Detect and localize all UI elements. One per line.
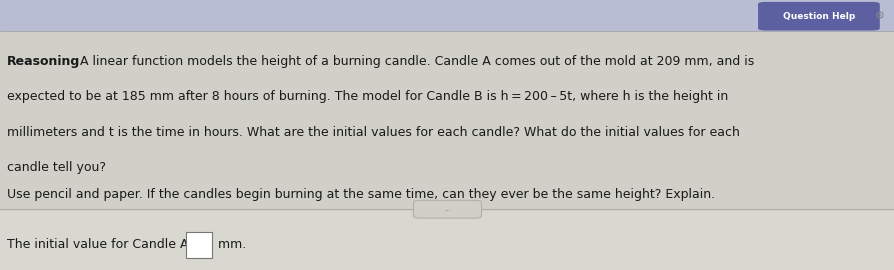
Text: The initial value for Candle A is: The initial value for Candle A is [7,238,207,251]
Text: expected to be at 185 mm after 8 hours of burning. The model for Candle B is h =: expected to be at 185 mm after 8 hours o… [7,90,728,103]
Text: Reasoning: Reasoning [7,55,80,68]
Text: A linear function models the height of a burning candle. Candle A comes out of t: A linear function models the height of a… [72,55,753,68]
Text: millimeters and t is the time in hours. What are the initial values for each can: millimeters and t is the time in hours. … [7,126,739,139]
FancyBboxPatch shape [757,2,879,31]
Text: Question Help: Question Help [782,12,854,21]
FancyBboxPatch shape [0,211,894,270]
Text: mm.: mm. [214,238,246,251]
Text: ⚙: ⚙ [873,11,884,21]
Text: candle tell you?: candle tell you? [7,161,106,174]
FancyBboxPatch shape [186,232,212,258]
FancyBboxPatch shape [413,200,481,218]
Text: Use pencil and paper. If the candles begin burning at the same time, can they ev: Use pencil and paper. If the candles beg… [7,188,714,201]
FancyBboxPatch shape [0,0,894,31]
Text: ...: ... [443,206,451,212]
